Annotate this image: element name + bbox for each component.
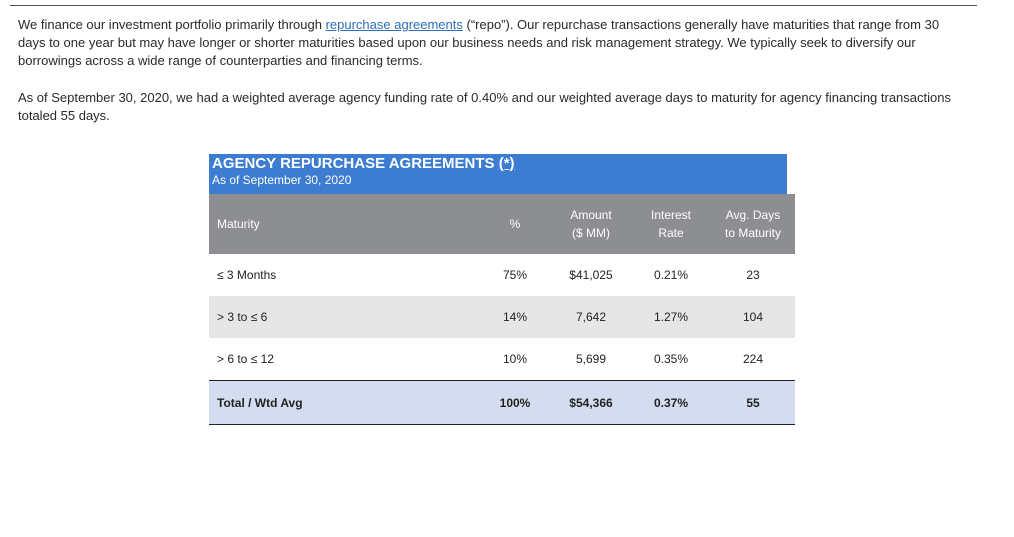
header-amount-line2: ($ MM) [572, 226, 610, 240]
total-amount: $54,366 [551, 380, 631, 425]
header-amount: Amount ($ MM) [551, 194, 631, 254]
table-title: AGENCY REPURCHASE AGREEMENTS (*) [212, 154, 787, 173]
repo-data-table: Maturity % Amount ($ MM) Interest Rate Avg… [209, 194, 795, 425]
intro-paragraph-funding-rate: As of September 30, 2020, we had a weigh… [18, 90, 951, 123]
header-interest-rate: Interest Rate [631, 194, 711, 254]
cell-amount: $41,025 [569, 268, 613, 282]
table-row: ≤ 3 Months 75% $41,025 0.21% 23 [209, 254, 795, 296]
total-label: Total / Wtd Avg [209, 380, 479, 425]
cell-maturity: > 3 to ≤ 6 [209, 296, 479, 338]
cell-maturity: ≤ 3 Months [217, 268, 277, 282]
header-avg-days: Avg. Days to Maturity [711, 194, 795, 254]
header-rate-line1: Interest [650, 208, 692, 222]
table-title-bar: AGENCY REPURCHASE AGREEMENTS (*) As of S… [209, 154, 787, 194]
intro-paragraph-financing: We finance our investment portfolio prim… [18, 16, 958, 70]
header-amount-line1: Amount [570, 208, 612, 222]
cell-rate: 1.27% [631, 296, 711, 338]
intro-text-after-link: (“repo”). Our repurchase transactions ge… [18, 17, 940, 68]
cell-amount: 7,642 [551, 296, 631, 338]
header-percent: % [479, 194, 551, 254]
table-title-text: AGENCY REPURCHASE AGREEMENTS [212, 155, 495, 172]
agency-repo-table: AGENCY REPURCHASE AGREEMENTS (*) As of S… [209, 154, 795, 425]
table-total-row: Total / Wtd Avg 100% $54,366 0.37% 55 [209, 380, 795, 425]
cell-rate: 0.35% [653, 352, 689, 366]
cell-maturity: > 6 to ≤ 12 [217, 352, 274, 366]
cell-days: 23 [746, 268, 760, 282]
intro-text-before-link: We finance our investment portfolio prim… [18, 17, 326, 32]
total-percent: 100% [479, 380, 551, 425]
header-maturity: Maturity [209, 194, 479, 254]
table-row: > 3 to ≤ 6 14% 7,642 1.27% 104 [209, 296, 795, 338]
cell-percent: 75% [502, 268, 528, 282]
total-days: 55 [711, 380, 795, 425]
cell-percent: 10% [502, 352, 528, 366]
total-rate: 0.37% [631, 380, 711, 425]
table-header-row: Maturity % Amount ($ MM) Interest Rate Avg… [209, 194, 795, 254]
top-divider [10, 5, 977, 6]
cell-days: 104 [711, 296, 795, 338]
footnote-link[interactable]: (*) [498, 155, 515, 172]
table-subtitle: As of September 30, 2020 [212, 173, 352, 187]
cell-percent: 14% [479, 296, 551, 338]
cell-rate: 0.21% [653, 268, 689, 282]
repurchase-agreements-link[interactable]: repurchase agreements [325, 17, 463, 32]
header-days-line2: to Maturity [724, 226, 781, 240]
cell-amount: 5,699 [575, 352, 607, 366]
cell-days: 224 [742, 352, 764, 366]
table-row: > 6 to ≤ 12 10% 5,699 0.35% 224 [209, 338, 795, 381]
header-rate-line2: Rate [658, 226, 684, 240]
header-days-line1: Avg. Days [725, 208, 781, 222]
